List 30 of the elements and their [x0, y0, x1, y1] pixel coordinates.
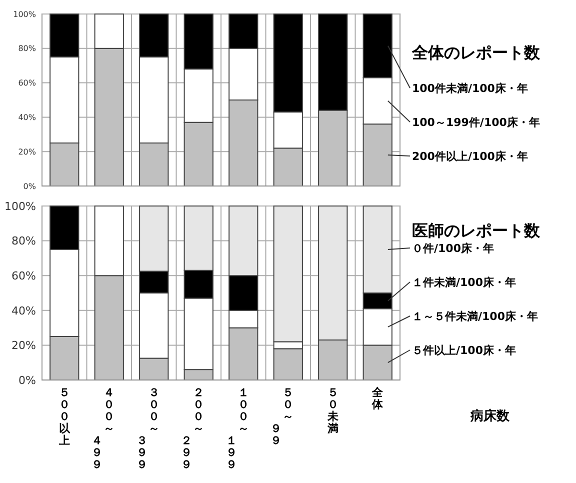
series-label: １～５件未満/100床・年 [412, 310, 538, 323]
legend-title: 全体のレポート数 [411, 43, 541, 62]
y-tick-label: 60% [12, 269, 36, 282]
y-tick-label: 20% [18, 147, 36, 156]
y-tick-label: 0% [18, 374, 36, 387]
x-tick-label: ５００以上 [58, 386, 71, 447]
x-tick-label: ５０～９９ [270, 386, 294, 447]
x-tick-label: ５０未満 [326, 386, 340, 435]
x-tick-label: 全体 [371, 386, 384, 411]
y-tick-label: 100% [13, 10, 36, 19]
y-tick-label: 20% [12, 339, 36, 352]
y-tick-label: 0% [23, 182, 36, 191]
legend-title: 医師のレポート数 [412, 221, 541, 240]
x-tick-label: １００～１９９ [226, 386, 249, 471]
series-label: 100件未満/100床・年 [412, 82, 528, 95]
series-label: 100～199件/100床・年 [412, 116, 540, 129]
y-tick-label: 40% [12, 304, 36, 318]
series-label: １件未満/100床・年 [412, 276, 516, 289]
x-tick-label: ４００～４９９ [92, 386, 115, 471]
y-tick-label: 80% [12, 234, 36, 248]
series-label: ０件/100床・年 [412, 242, 494, 255]
x-tick-label: ３００～３９９ [136, 386, 160, 471]
y-tick-label: 60% [18, 78, 36, 88]
x-axis-title: 病床数 [470, 408, 510, 424]
x-tick-label: ２００～２９９ [181, 386, 204, 471]
y-tick-label: 80% [18, 44, 36, 54]
y-tick-label: 100% [4, 200, 36, 213]
y-tick-label: 40% [18, 113, 36, 122]
series-label: ５件以上/100床・年 [412, 344, 516, 357]
series-label: 200件以上/100床・年 [412, 150, 528, 163]
